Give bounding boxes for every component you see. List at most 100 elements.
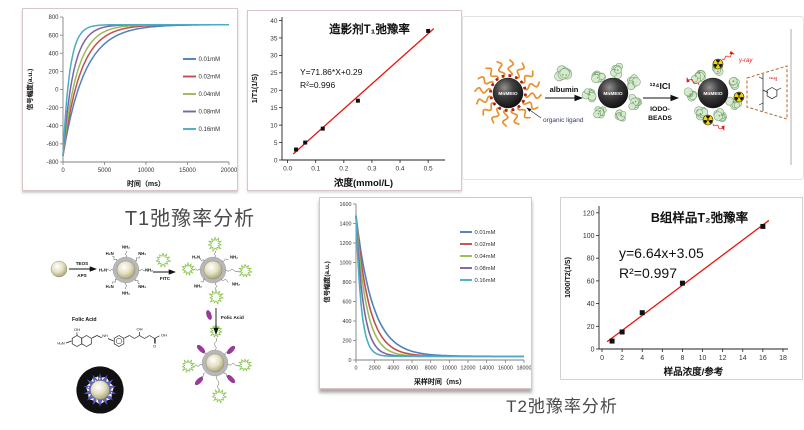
- svg-text:浓度(mmol/L): 浓度(mmol/L): [334, 177, 393, 189]
- svg-text:NH₂: NH₂: [122, 291, 130, 296]
- svg-text:1000/T2(1/S): 1000/T2(1/S): [565, 257, 572, 298]
- folic-acid-step-label: Folic Acid: [221, 315, 244, 321]
- iodine-reagent-label: ¹²⁴ICl: [650, 81, 671, 91]
- svg-text:2: 2: [620, 355, 624, 362]
- svg-text:400: 400: [343, 319, 352, 325]
- svg-text:0.1: 0.1: [311, 166, 320, 173]
- svg-text:H₂N: H₂N: [99, 268, 107, 273]
- panel-radiolabeling-diagram: MnMEIO MnMEIO MnMEIO albumin organic lig…: [462, 16, 804, 180]
- svg-text:R²=0.997: R²=0.997: [619, 265, 677, 281]
- svg-text:Y=71.86*X+0.29: Y=71.86*X+0.29: [300, 67, 363, 77]
- svg-text:0.04mM: 0.04mM: [199, 92, 221, 98]
- svg-text:0.02mM: 0.02mM: [475, 242, 496, 248]
- svg-text:15000: 15000: [179, 168, 196, 174]
- svg-text:0.4: 0.4: [396, 166, 405, 173]
- teos-label: TEOS: [76, 261, 89, 266]
- panel-t2-decay-chart: 0 2000 4000 6000 8000 10000 12000 14000 16000 180…: [319, 197, 532, 389]
- svg-text:25: 25: [270, 70, 278, 77]
- svg-text:200: 200: [343, 338, 352, 344]
- svg-text:0.5: 0.5: [424, 166, 433, 173]
- synthesis-scheme-diagram: NH₂ NH₂ NH₂ NH₂ NH₂ H₂N H₂N H₂N H₂N NH₂ NH₂ NH₂ TEO…: [50, 236, 253, 414]
- svg-text:0: 0: [600, 355, 604, 362]
- svg-text:16: 16: [759, 355, 767, 362]
- synthesis-arrows: [69, 266, 219, 335]
- svg-text:800: 800: [343, 280, 352, 286]
- svg-text:200: 200: [48, 70, 59, 76]
- gamma-ray-label: γ-ray: [739, 58, 753, 64]
- svg-text:0: 0: [591, 347, 595, 354]
- iodo-beads-label-1: IODO-: [650, 106, 670, 113]
- svg-text:-400: -400: [46, 124, 59, 130]
- svg-text:800: 800: [48, 15, 59, 21]
- svg-text:0.01mM: 0.01mM: [475, 230, 496, 236]
- svg-text:NH₂: NH₂: [145, 268, 153, 273]
- svg-text:0.2: 0.2: [339, 166, 348, 173]
- fitc-label: FITC: [160, 276, 171, 281]
- t2-relaxivity-chart: 0 2 4 6 8 10 12 14 16 18 0 20 40 60 80 100 120 样品浓度/参考 100…: [565, 206, 788, 378]
- folic-acid-structure: OH H₂N NH OH O OH: [57, 327, 167, 349]
- svg-text:0.04mM: 0.04mM: [475, 254, 496, 260]
- structure-o-label: O: [153, 344, 156, 349]
- nanoparticle-label-2: MnMEIO: [603, 91, 622, 97]
- svg-text:信号幅度(a.u.): 信号幅度(a.u.): [25, 69, 34, 111]
- svg-text:14000: 14000: [479, 365, 494, 371]
- radiolabeling-labels: MnMEIO MnMEIO MnMEIO albumin organic lig…: [498, 58, 777, 124]
- svg-text:1000: 1000: [340, 260, 352, 266]
- svg-text:0.01mM: 0.01mM: [199, 57, 221, 63]
- svg-text:16000: 16000: [498, 365, 513, 371]
- svg-text:0: 0: [55, 88, 59, 94]
- svg-text:120: 120: [583, 210, 595, 217]
- svg-text:35: 35: [270, 35, 278, 42]
- svg-text:5: 5: [274, 140, 278, 147]
- svg-text:0.16mM: 0.16mM: [475, 278, 496, 284]
- svg-text:6000: 6000: [406, 365, 418, 371]
- svg-text:0.0: 0.0: [283, 166, 292, 173]
- svg-text:40: 40: [270, 18, 278, 25]
- t2-decay-chart: 0 2000 4000 6000 8000 10000 12000 14000 16000 180…: [322, 202, 532, 386]
- svg-text:15: 15: [270, 105, 278, 112]
- svg-text:4: 4: [640, 355, 644, 362]
- iodo-beads-label-2: BEADS: [648, 115, 672, 122]
- radiolabeling-diagram: MnMEIO MnMEIO MnMEIO albumin organic lig…: [474, 29, 792, 165]
- svg-text:12: 12: [719, 355, 727, 362]
- svg-text:100: 100: [583, 233, 595, 240]
- svg-text:80: 80: [587, 256, 595, 263]
- panel-t2-relaxivity-chart: 0 2 4 6 8 10 12 14 16 18 0 20 40 60 80 100 120 样品浓度/参考 100…: [560, 197, 803, 380]
- svg-text:y=6.64x+3.05: y=6.64x+3.05: [619, 245, 704, 261]
- svg-text:H₂N: H₂N: [106, 251, 114, 256]
- caption-t1-analysis: T1弛豫率分析: [124, 208, 256, 230]
- svg-text:0.02mM: 0.02mM: [199, 75, 221, 81]
- iodine-product-label: ¹²⁴I: [769, 76, 777, 83]
- svg-text:1/T1(1/S): 1/T1(1/S): [252, 74, 259, 103]
- svg-text:600: 600: [48, 33, 59, 39]
- svg-text:1200: 1200: [340, 241, 352, 247]
- svg-text:造影剂T₁弛豫率: 造影剂T₁弛豫率: [329, 22, 410, 36]
- svg-text:0.08mM: 0.08mM: [199, 110, 221, 116]
- svg-text:时间（ms）: 时间（ms）: [127, 179, 165, 188]
- organic-ligand-label: organic ligand: [543, 117, 584, 124]
- t1-relaxivity-chart: 0.0 0.1 0.2 0.3 0.4 0.5 0 5 10 15 20 25 30 35 40 浓度(mmo…: [252, 17, 445, 189]
- svg-text:NH₂: NH₂: [194, 284, 202, 289]
- svg-text:H₂N: H₂N: [192, 255, 200, 260]
- nanoparticle-label-3: MnMEIO: [703, 91, 722, 97]
- svg-text:0.16mM: 0.16mM: [199, 127, 221, 133]
- svg-text:R²=0.996: R²=0.996: [300, 80, 335, 90]
- svg-text:B组样品T₂弛豫率: B组样品T₂弛豫率: [651, 210, 749, 225]
- svg-text:0: 0: [61, 168, 65, 174]
- svg-text:NH₂: NH₂: [138, 251, 146, 256]
- panel-t1-relaxivity-chart: 0.0 0.1 0.2 0.3 0.4 0.5 0 5 10 15 20 25 30 35 40 浓度(mmo…: [247, 10, 462, 191]
- svg-text:0: 0: [355, 365, 358, 371]
- svg-text:18000: 18000: [517, 365, 532, 371]
- synthesis-labels: TEOS APS FITC Folic Acid Folic Acid: [72, 261, 244, 323]
- folic-acid-structure-title: Folic Acid: [72, 317, 97, 323]
- svg-text:8000: 8000: [425, 365, 437, 371]
- svg-text:NH₂: NH₂: [232, 282, 240, 287]
- structure-oh-end-label: OH: [161, 333, 167, 338]
- svg-text:12000: 12000: [461, 365, 476, 371]
- svg-text:-800: -800: [46, 160, 59, 166]
- svg-text:30: 30: [270, 53, 278, 60]
- svg-text:10: 10: [270, 122, 278, 129]
- structure-oh-top-label: OH: [74, 327, 80, 332]
- synthesis-generated-art: NH₂ NH₂ NH₂ NH₂ NH₂ H₂N H₂N H₂N H₂N NH₂ NH₂ NH₂: [50, 236, 253, 414]
